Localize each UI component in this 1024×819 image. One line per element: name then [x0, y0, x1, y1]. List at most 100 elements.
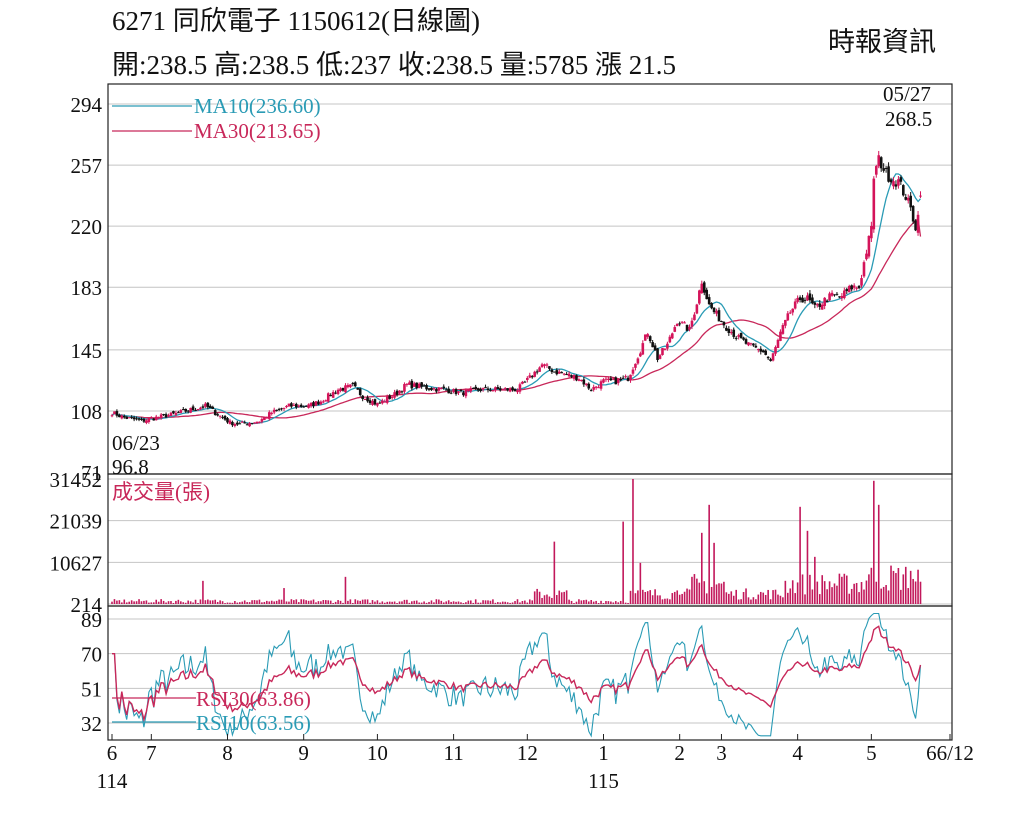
volume-bar [499, 602, 502, 604]
panel-frame [107, 605, 953, 741]
low-value-label: 96.8 [112, 455, 149, 479]
candle-body [145, 420, 148, 424]
volume-bar [693, 574, 696, 604]
candle-body [474, 386, 478, 389]
volume-bar [197, 602, 199, 604]
candle-body [904, 197, 908, 200]
candle-body [555, 370, 559, 375]
volume-bar [398, 601, 401, 604]
candle-body [580, 380, 583, 382]
volume-bar [440, 600, 443, 604]
candle-body [781, 325, 785, 334]
candle-body [130, 417, 133, 419]
volume-bar [123, 599, 126, 604]
volume-bar [162, 600, 165, 604]
candle-body [194, 410, 197, 412]
candle-body [801, 297, 804, 303]
candle-body [159, 414, 163, 419]
candle-body [894, 184, 898, 187]
volume-bar [349, 599, 352, 604]
candle-body [186, 410, 190, 412]
volume-bar [366, 599, 369, 604]
volume-bar [211, 600, 214, 604]
candle-body [295, 403, 298, 408]
candle-body [690, 320, 694, 327]
candle-body [668, 336, 672, 343]
candle-body [270, 412, 274, 414]
candle-body [208, 405, 212, 409]
candle-body [191, 406, 195, 411]
candle-body [115, 411, 119, 416]
candle-body [240, 421, 244, 423]
candle-body [339, 388, 342, 391]
volume-bar [720, 583, 723, 604]
candle-body [118, 414, 121, 418]
candle-body [523, 381, 527, 383]
candle-body [870, 225, 873, 239]
candle-body [290, 403, 293, 407]
volume-bar [578, 599, 580, 604]
candle-body [410, 380, 414, 389]
volume-bar [627, 602, 629, 604]
volume-bar [732, 595, 735, 604]
volume-bar [469, 600, 472, 604]
candle-body [496, 387, 500, 390]
volume-bar [587, 601, 590, 604]
candle-body [813, 302, 817, 305]
volume-bar [914, 581, 917, 604]
candle-body [840, 295, 844, 299]
volume-bar [229, 602, 231, 604]
rsi10-legend: RSI10(63.56) [196, 711, 311, 735]
candle-body [479, 389, 482, 392]
candle-body [562, 373, 566, 375]
volume-bar [442, 602, 445, 604]
candle-body [570, 375, 573, 377]
volume-bar [482, 600, 484, 604]
volume-bar [393, 601, 396, 604]
candle-body [390, 396, 394, 398]
volume-bar [526, 602, 529, 604]
volume-bar [329, 600, 332, 604]
volume-bar [295, 599, 298, 604]
candle-body [774, 347, 777, 354]
candle-body [363, 398, 367, 400]
volume-bar [757, 594, 760, 604]
candle-body [604, 378, 608, 380]
volume-bar [256, 600, 258, 604]
candle-body [727, 328, 731, 333]
candle-body [366, 397, 369, 402]
volume-bar [234, 601, 236, 604]
candle-body [594, 386, 598, 388]
candle-body [349, 384, 352, 388]
volume-bar [487, 600, 489, 604]
candle-body [550, 369, 554, 373]
candle-body [282, 407, 286, 409]
chart-title: 6271 同欣電子 1150612(日線圖) [112, 6, 480, 36]
volume-bar [632, 479, 634, 604]
candle-body [815, 304, 819, 306]
volume-bar [705, 593, 708, 604]
candle-body [828, 293, 831, 301]
volume-bar [192, 602, 194, 604]
volume-bar [755, 599, 757, 604]
volume-bar [617, 602, 620, 604]
candle-body [609, 378, 613, 381]
volume-bar [270, 600, 273, 604]
candle-body [528, 375, 532, 378]
volume-bar [489, 600, 492, 604]
volume-bar [752, 597, 755, 604]
volume-bar [877, 504, 880, 604]
volume-bar [243, 600, 246, 604]
volume-bar [194, 599, 197, 604]
candle-body [521, 381, 524, 384]
candle-body [398, 390, 401, 394]
candle-body [771, 353, 775, 361]
volume-bar [841, 576, 843, 604]
candle-body [806, 295, 809, 301]
volume-bar [850, 588, 853, 604]
volume-bars [111, 479, 922, 604]
volume-bar [425, 602, 428, 604]
candle-body [742, 337, 745, 340]
volume-bar [656, 595, 659, 604]
candle-body [142, 418, 146, 422]
